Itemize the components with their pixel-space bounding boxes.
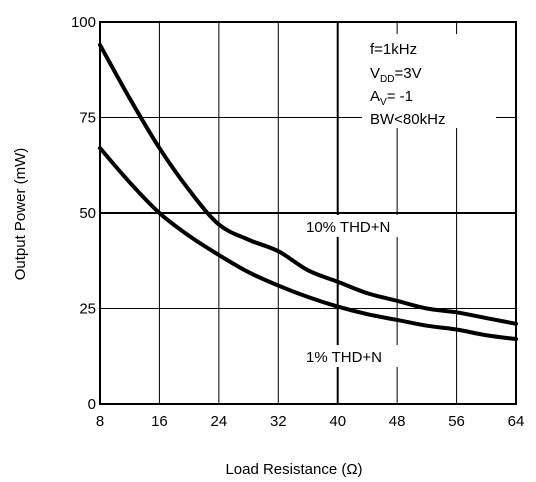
x-tick-label-64: 64	[508, 413, 525, 430]
x-tick-label-40: 40	[329, 413, 346, 430]
series-line-10-thd	[98, 42, 518, 326]
plot-frame	[99, 21, 517, 405]
y-tick-label-75: 75	[79, 110, 96, 127]
y-tick-label-0: 0	[88, 396, 96, 413]
y-tick-label-25: 25	[79, 301, 96, 318]
y-tick-label-100: 100	[71, 14, 96, 31]
annotation-supply-voltage: VDD=3V	[370, 65, 422, 85]
curves	[98, 42, 518, 342]
x-tick-labels: 8 16 24 32 40 48 56 64	[96, 413, 525, 430]
x-tick-label-16: 16	[151, 413, 168, 430]
x-tick-label-48: 48	[389, 413, 406, 430]
x-tick-label-24: 24	[211, 413, 228, 430]
x-tick-label-32: 32	[270, 413, 287, 430]
y-tick-labels: 0 25 50 75 100	[71, 14, 96, 413]
x-axis-label: Load Resistance (Ω)	[225, 461, 362, 478]
series-label-10-background	[303, 215, 425, 237]
annotation-bandwidth: BW<80kHz	[370, 111, 445, 128]
y-axis-label: Output Power (mW)	[12, 148, 29, 281]
series-label-1-thd: 1% THD+N	[306, 349, 382, 366]
annotation-frequency: f=1kHz	[370, 41, 417, 58]
series-label-1-background	[302, 345, 416, 367]
y-tick-label-50: 50	[79, 205, 96, 222]
annotation-background	[362, 34, 496, 128]
series-label-10-thd: 10% THD+N	[306, 219, 390, 236]
annotation-gain: AV= -1	[370, 88, 413, 108]
series-line-1-thd	[98, 146, 518, 342]
x-tick-label-56: 56	[448, 413, 465, 430]
x-tick-label-8: 8	[96, 413, 104, 430]
